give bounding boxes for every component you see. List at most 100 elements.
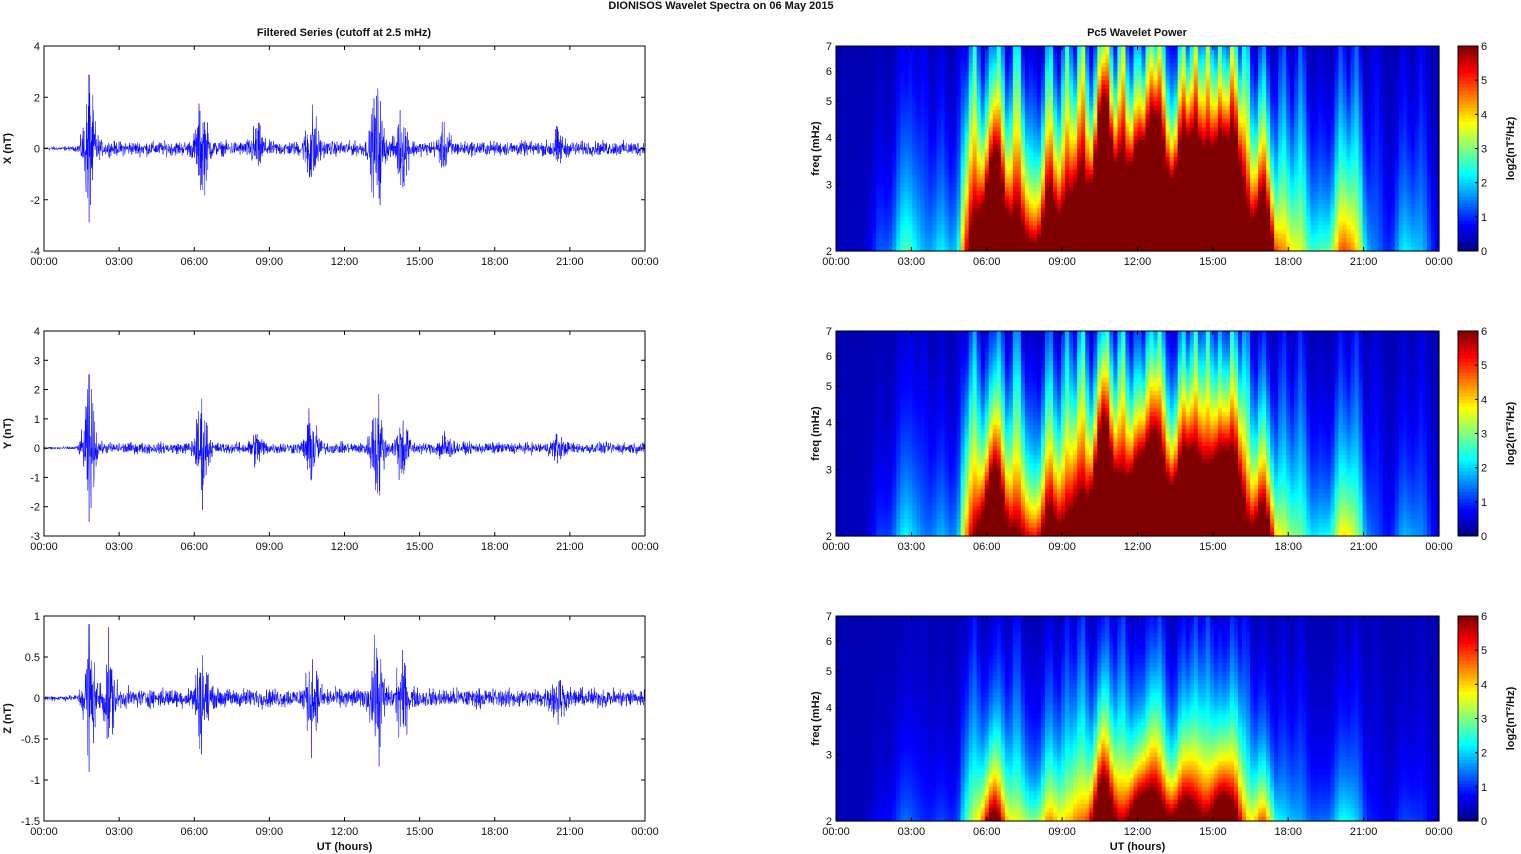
heatmap-cell [1213, 71, 1219, 77]
heatmap-cell [1145, 174, 1151, 179]
heatmap-cell [1113, 75, 1118, 81]
heatmap-cell [856, 216, 861, 222]
heatmap-cell [1161, 139, 1167, 145]
heatmap-cell [932, 229, 938, 235]
heatmap-cell [940, 233, 946, 239]
heatmap-cell [1238, 46, 1243, 51]
heatmap-cell [1117, 161, 1123, 167]
heatmap-cell [1093, 127, 1098, 133]
heatmap-cell [928, 97, 934, 103]
heatmap-cell [1221, 88, 1227, 94]
heatmap-cell [1012, 84, 1018, 90]
heatmap-cell [1093, 152, 1098, 158]
heatmap-cell [872, 233, 877, 239]
heatmap-cell [1024, 186, 1030, 192]
heatmap-cell [1004, 139, 1010, 145]
heatmap-cell [920, 152, 926, 158]
heatmap-cell [1161, 58, 1167, 64]
heatmap-cell [1177, 186, 1183, 192]
heatmap-cell [1024, 216, 1030, 222]
heatmap-cell [1113, 105, 1118, 111]
heatmap-cell [856, 63, 861, 68]
heatmap-cell [1113, 58, 1118, 64]
heatmap-cell [1101, 165, 1106, 171]
heatmap-cell [1165, 169, 1171, 175]
heatmap-cell [1161, 157, 1167, 162]
heatmap-cell [1020, 246, 1026, 252]
heatmap-cell [940, 50, 946, 56]
heatmap-cell [892, 71, 897, 77]
heatmap-cell [1221, 242, 1227, 248]
heatmap-cell [908, 191, 913, 197]
heatmap-cell [1149, 54, 1155, 60]
heatmap-cell [1016, 88, 1022, 94]
heatmap-cell [1161, 238, 1167, 244]
heatmap-cell [1213, 191, 1219, 197]
heatmap-cell [1161, 84, 1167, 90]
heatmap-cell [852, 71, 857, 77]
heatmap-cell [876, 191, 881, 197]
heatmap-cell [1101, 186, 1106, 192]
heatmap-cell [908, 122, 913, 128]
heatmap-cell [1093, 242, 1098, 248]
heatmap-cell [972, 246, 978, 252]
heatmap-cell [1053, 118, 1058, 124]
heatmap-cell [872, 101, 877, 107]
heatmap-cell [1020, 208, 1026, 214]
heatmap-cell [1065, 110, 1070, 115]
heatmap-cell [1032, 246, 1038, 252]
heatmap-cell [1209, 186, 1215, 192]
heatmap-cell [840, 58, 845, 64]
heatmap-cell [1169, 63, 1175, 68]
heatmap-cell [868, 225, 873, 231]
heatmap-cell [1121, 169, 1127, 175]
heatmap-cell [920, 199, 926, 205]
heatmap-cell [896, 80, 901, 86]
heatmap-cell [876, 118, 881, 124]
heatmap-cell [1213, 148, 1219, 154]
heatmap-cell [888, 80, 893, 86]
heatmap-cell [1077, 221, 1082, 226]
heatmap-cell [848, 144, 853, 150]
heatmap-cell [968, 221, 974, 226]
heatmap-cell [1197, 157, 1203, 162]
heatmap-cell [1153, 148, 1159, 154]
heatmap-cell [1097, 139, 1102, 145]
heatmap-cell [852, 157, 857, 162]
heatmap-cell [1041, 88, 1046, 94]
heatmap-cell [1221, 71, 1227, 77]
heatmap-cell [1137, 92, 1143, 98]
heatmap-cell [844, 169, 849, 175]
heatmap-cell [1004, 186, 1010, 192]
heatmap-cell [840, 148, 845, 154]
heatmap-cell [956, 139, 962, 145]
heatmap-cell [1049, 75, 1054, 81]
heatmap-cell [1077, 216, 1082, 222]
heatmap-cell [984, 118, 990, 124]
heatmap-cell [964, 221, 970, 226]
heatmap-cell [1177, 182, 1183, 188]
heatmap-cell [1173, 152, 1179, 158]
heatmap-cell [1093, 67, 1098, 73]
heatmap-cell [936, 152, 942, 158]
heatmap-cell [852, 46, 857, 51]
heatmap-cell [1169, 182, 1175, 188]
heatmap-cell [836, 75, 841, 81]
heatmap-cell [1081, 63, 1086, 68]
heatmap-cell [928, 242, 934, 248]
heatmap-cell [868, 246, 873, 252]
heatmap-cell [988, 174, 994, 179]
heatmap-cell [1000, 118, 1006, 124]
heatmap-cell [980, 178, 986, 184]
heatmap-cell [900, 161, 905, 167]
heatmap-cell [964, 148, 970, 154]
heatmap-cell [1012, 233, 1018, 239]
heatmap-cell [1045, 195, 1050, 201]
heatmap-cell [1238, 148, 1243, 154]
heatmap-cell [1041, 157, 1046, 162]
heatmap-cell [840, 212, 845, 218]
heatmap-cell [1069, 92, 1074, 98]
heatmap-cell [1045, 50, 1050, 56]
heatmap-cell [1089, 229, 1094, 235]
heatmap-cell [876, 221, 881, 226]
